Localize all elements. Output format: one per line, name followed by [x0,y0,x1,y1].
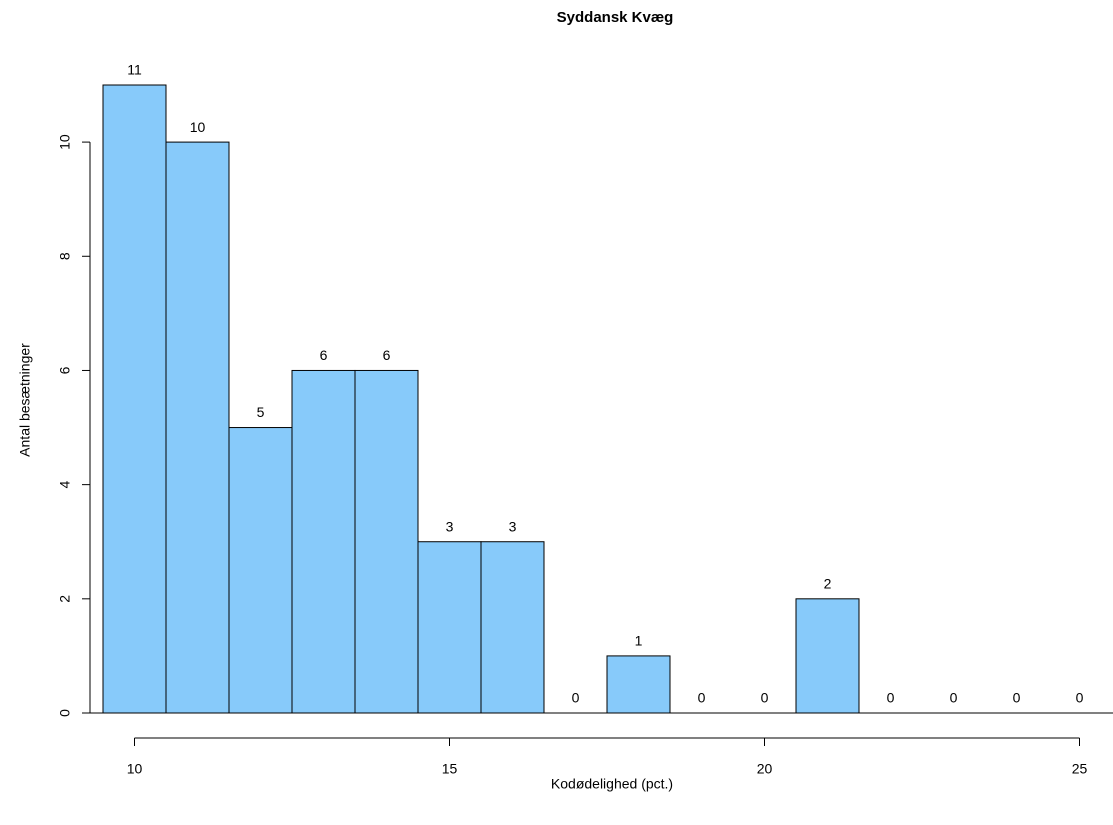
value-label: 10 [190,119,206,135]
y-tick-label: 8 [57,252,73,260]
value-label: 3 [446,518,454,534]
value-label: 0 [950,690,958,706]
bar [291,369,356,714]
bar [606,655,671,714]
y-tick-label: 10 [57,134,73,150]
y-tick-label: 4 [57,481,73,489]
bar [354,369,419,714]
value-label: 2 [824,576,832,592]
value-label: 0 [1013,690,1021,706]
bar [417,541,482,714]
bar [228,427,293,714]
value-label: 6 [320,347,328,363]
value-label: 0 [1076,690,1084,706]
chart-title: Syddansk Kvæg [557,9,674,26]
value-label: 0 [761,690,769,706]
x-tick-label: 15 [442,761,458,777]
x-tick-label: 20 [757,761,773,777]
value-label: 3 [509,518,517,534]
bar [795,598,860,714]
x-tick-label: 10 [127,761,143,777]
value-label: 1 [635,633,643,649]
value-label: 5 [257,404,265,420]
x-tick-label: 25 [1072,761,1088,777]
bar [480,541,545,714]
y-tick-label: 6 [57,366,73,374]
y-axis-label: Antal besætninger [17,343,33,457]
y-tick-label: 0 [57,709,73,717]
value-label: 0 [572,690,580,706]
y-tick-label: 2 [57,595,73,603]
x-axis-label: Kodødelighed (pct.) [551,776,673,792]
value-label: 0 [887,690,895,706]
value-label: 6 [383,347,391,363]
bar [102,84,167,714]
bar [165,141,230,714]
value-label: 11 [127,62,142,78]
value-label: 0 [698,690,706,706]
